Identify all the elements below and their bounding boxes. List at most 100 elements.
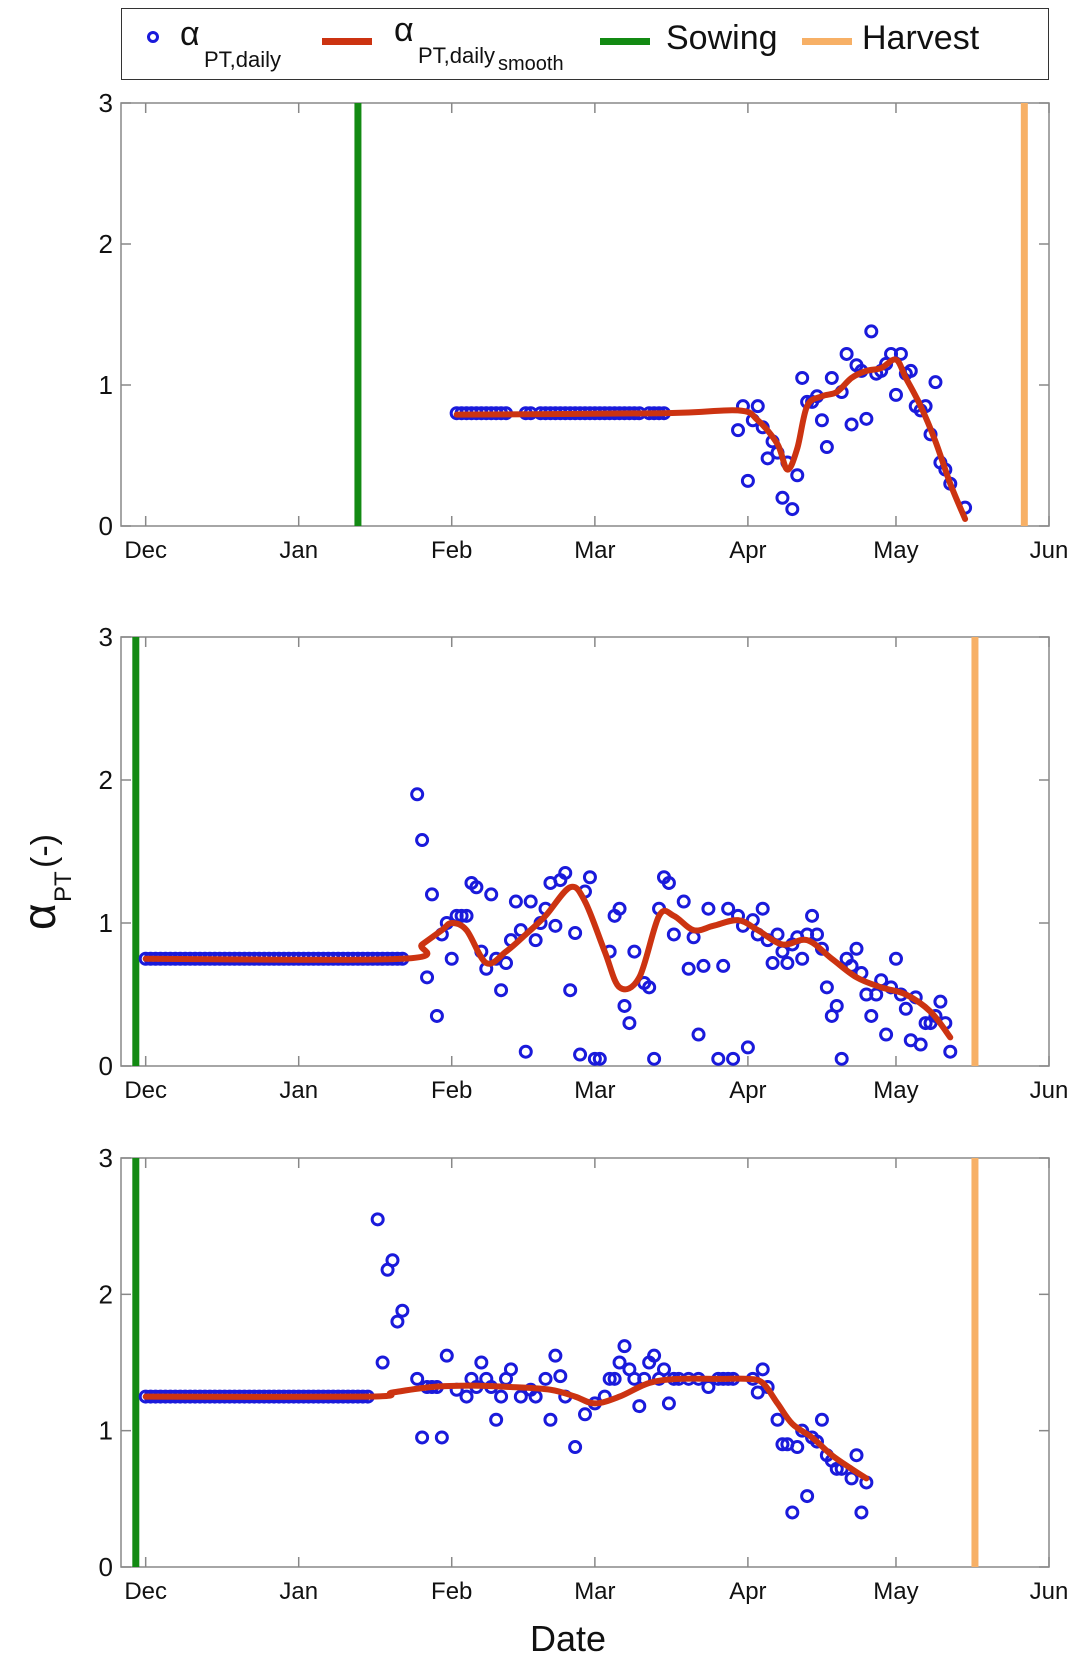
daily-point [578,1407,592,1422]
daily-point [711,1051,726,1066]
daily-point [701,901,716,916]
x-tick-label: Apr [729,1578,766,1605]
plot-area [120,1157,1050,1568]
daily-point [790,468,805,483]
daily-point [548,1348,563,1363]
daily-point [587,1051,602,1066]
daily-point [731,423,746,438]
x-tick-label: Jan [279,537,318,564]
daily-point [790,1440,805,1455]
y-tick-label: 1 [99,370,113,400]
daily-point [538,1371,553,1386]
daily-point [844,417,859,432]
x-tick-label: Mar [574,537,615,564]
daily-point [864,324,879,339]
daily-point [661,875,676,890]
daily-point [513,1389,528,1404]
y-axis-label-sub: PT [50,871,77,902]
daily-point [854,1505,869,1520]
daily-point [647,1051,662,1066]
daily-point [632,1399,647,1414]
daily-point [494,1389,509,1404]
daily-point [494,983,509,998]
daily-point [800,1489,815,1504]
daily-point [395,1303,410,1318]
daily-point [696,958,711,973]
x-tick-label: May [873,537,918,564]
y-tick-label: 0 [99,1552,113,1582]
daily-point [661,1396,676,1411]
daily-point [780,956,795,971]
daily-point [844,1471,859,1486]
daily-point [543,1412,558,1427]
y-tick-label: 0 [99,511,113,541]
plot-area [120,636,1050,1067]
legend-label-smooth: α [394,11,414,49]
daily-point [459,1389,474,1404]
daily-point [898,1001,913,1016]
daily-point [642,980,657,995]
y-tick-label: 3 [99,1143,113,1173]
x-tick-label: Jan [279,1077,318,1104]
daily-point [612,1355,627,1370]
x-tick-label: Dec [124,537,167,564]
x-tick-label: Apr [729,537,766,564]
daily-point [918,1016,933,1031]
daily-point [612,901,627,916]
daily-point [814,413,829,428]
daily-point [429,1008,444,1023]
daily-point [474,1355,489,1370]
daily-point [434,1430,449,1445]
daily-point [893,346,908,361]
daily-point [755,901,770,916]
legend-item-sowing: Sowing [600,9,810,81]
daily-point [849,1448,864,1463]
daily-point [740,473,755,488]
daily-point [839,346,854,361]
daily-point [410,787,425,802]
smooth-line [142,883,954,1041]
daily-point [617,1339,632,1354]
daily-point [888,951,903,966]
daily-point [834,1051,849,1066]
daily-point [602,1371,617,1386]
legend-label-sowing: Sowing [666,19,778,57]
daily-point [617,998,632,1013]
daily-point [795,951,810,966]
daily-point [933,994,948,1009]
legend-line-smooth [322,38,372,45]
daily-point [528,933,543,948]
daily-point [676,894,691,909]
daily-point [913,1037,928,1052]
smooth-line [142,1375,870,1482]
y-tick-label: 3 [99,622,113,652]
legend-item-smooth: α PT,daily smooth [322,9,592,81]
daily-point [439,1348,454,1363]
daily-point [469,880,484,895]
legend-line-sowing [600,38,650,45]
daily-point [750,399,765,414]
daily-point [627,944,642,959]
x-tick-label: Feb [431,1578,472,1605]
daily-point [805,908,820,923]
daily-point [824,370,839,385]
x-tick-label: Dec [124,1578,167,1605]
x-tick-label: Feb [431,537,472,564]
panel-2: 0 1 2 3 Dec Jan Feb Mar Apr May Jun [99,622,1069,1104]
legend-sub-smooth: PT,daily [418,43,496,68]
daily-point [558,865,573,880]
daily-point [775,1437,790,1452]
daily-point [879,1027,894,1042]
x-tick-label: Apr [729,1077,766,1104]
y-tick-label: 3 [99,88,113,118]
daily-point [553,1369,568,1384]
daily-point [943,1044,958,1059]
daily-point [656,1362,671,1377]
daily-point [582,870,597,885]
daily-point [508,894,523,909]
daily-point [829,998,844,1013]
daily-point [415,833,430,848]
daily-point [721,901,736,916]
daily-point [390,1314,405,1329]
daily-point [370,1212,385,1227]
